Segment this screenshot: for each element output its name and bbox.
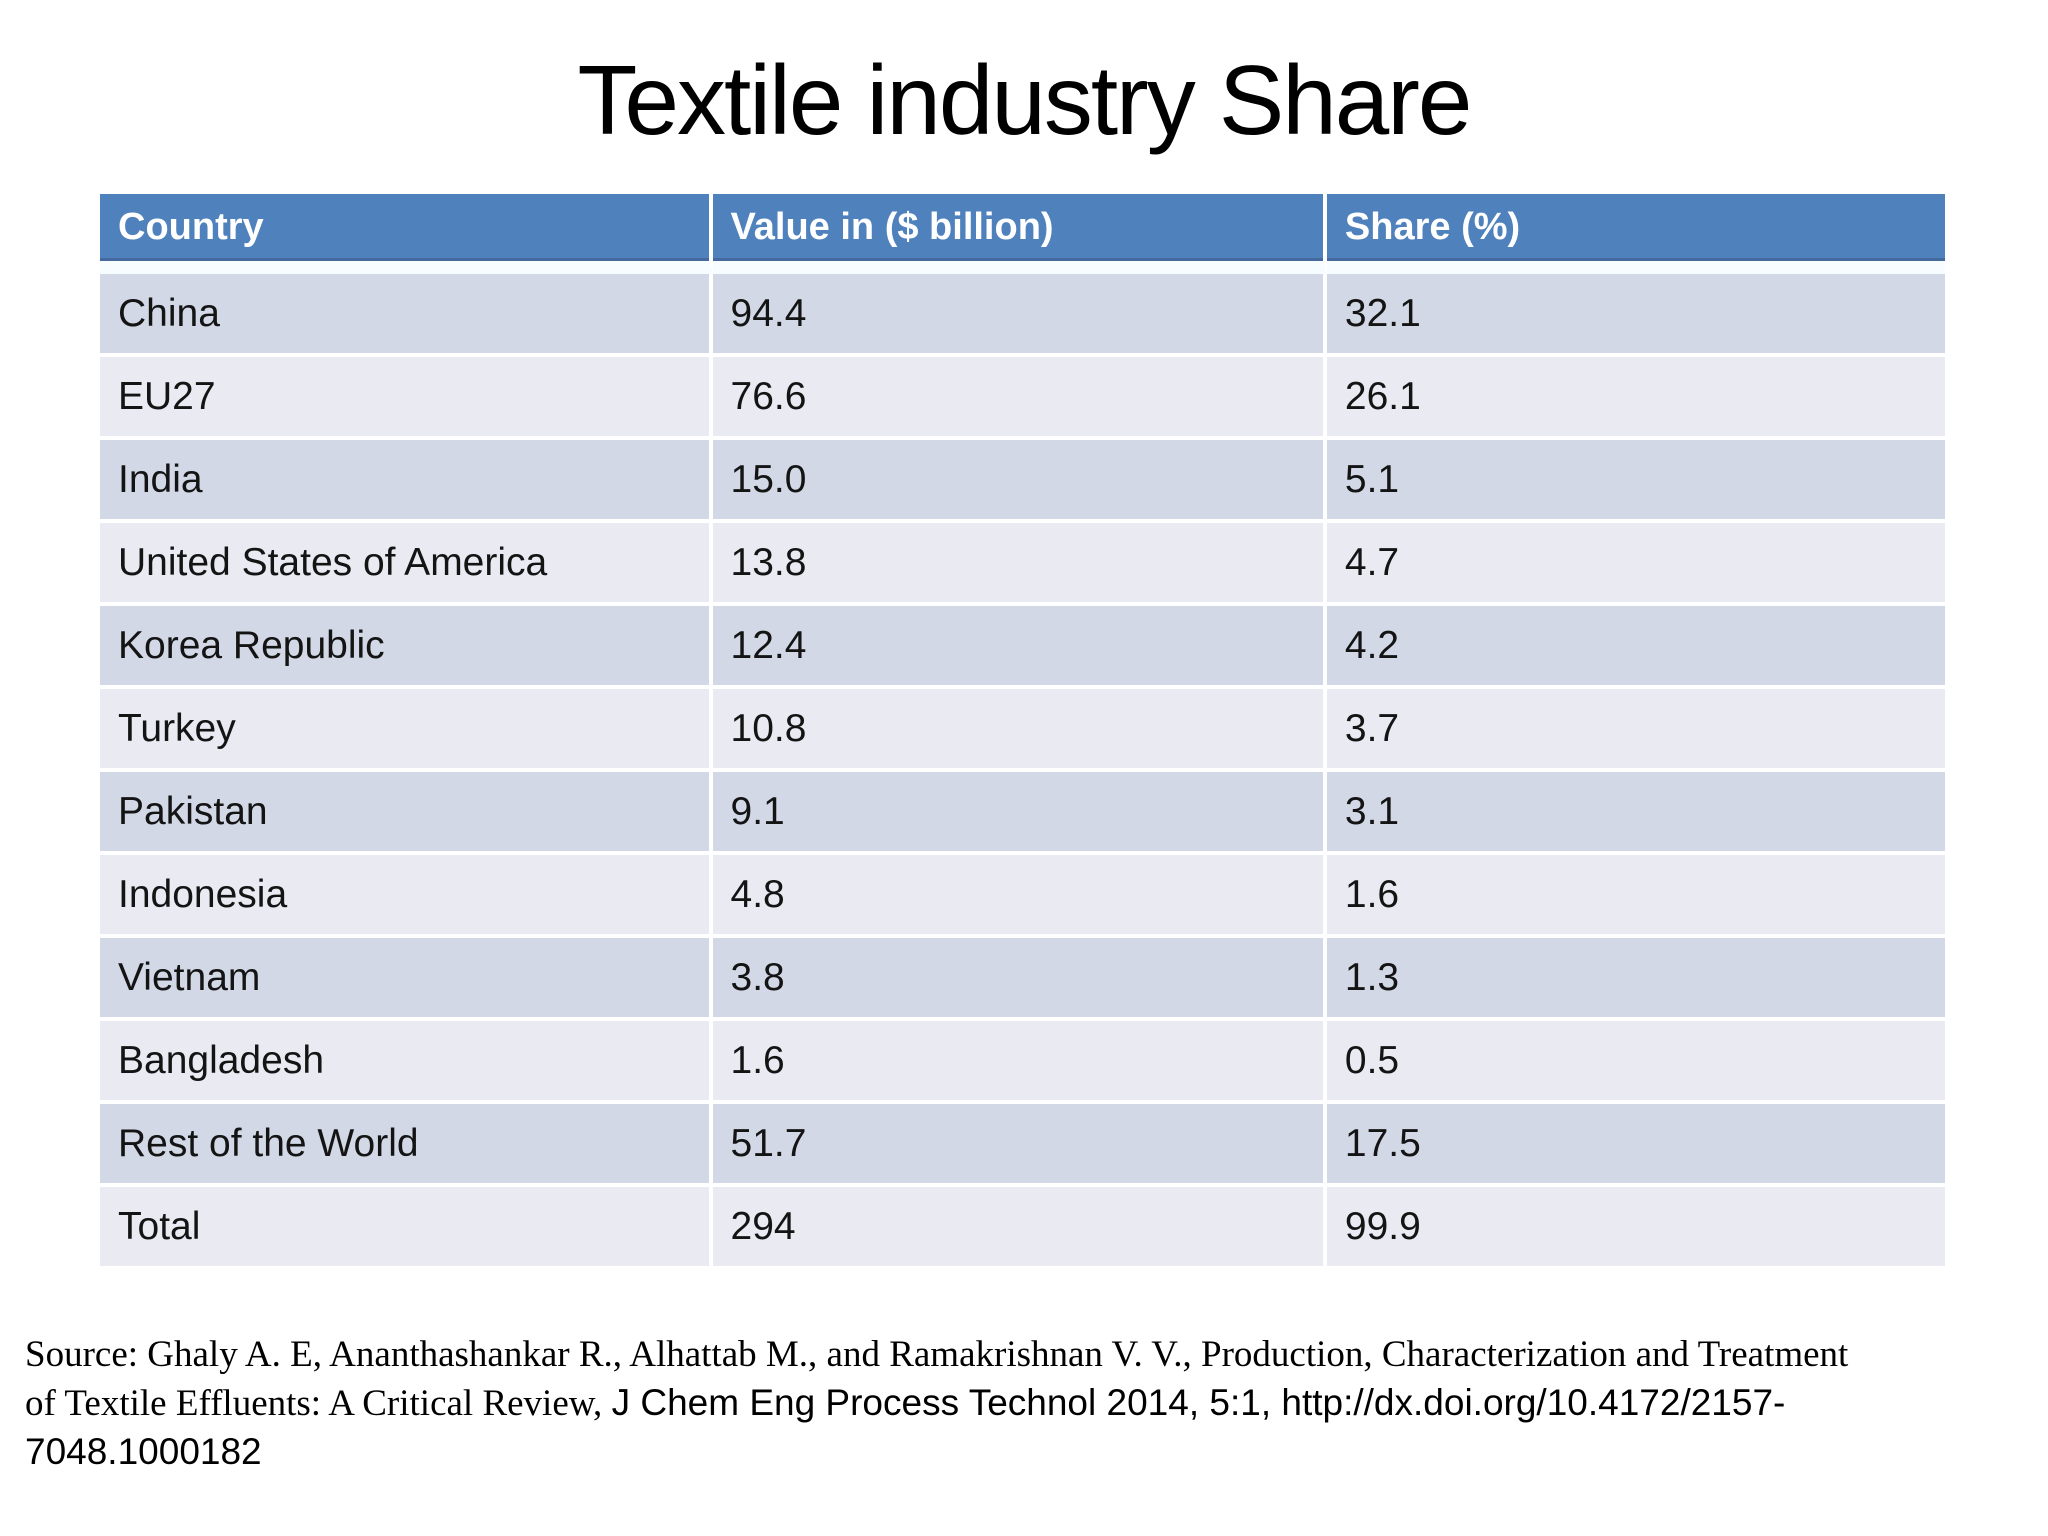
cell-share: 99.9 <box>1326 1187 1945 1270</box>
cell-country: Indonesia <box>100 855 713 938</box>
cell-country: China <box>100 274 713 357</box>
table-row: Rest of the World 51.7 17.5 <box>100 1104 1945 1187</box>
cell-share: 1.6 <box>1326 855 1945 938</box>
table-row: EU27 76.6 26.1 <box>100 357 1945 440</box>
cell-share: 3.1 <box>1326 772 1945 855</box>
cell-share: 1.3 <box>1326 938 1945 1021</box>
cell-share: 4.7 <box>1326 523 1945 606</box>
cell-share: 0.5 <box>1326 1021 1945 1104</box>
column-header-value: Value in ($ billion) <box>712 194 1327 274</box>
cell-value: 51.7 <box>712 1104 1327 1187</box>
cell-value: 76.6 <box>712 357 1327 440</box>
cell-country: United States of America <box>100 523 713 606</box>
cell-value: 10.8 <box>712 689 1327 772</box>
column-header-country: Country <box>100 194 713 274</box>
cell-value: 13.8 <box>712 523 1327 606</box>
cell-share: 32.1 <box>1326 274 1945 357</box>
cell-share: 17.5 <box>1326 1104 1945 1187</box>
cell-value: 9.1 <box>712 772 1327 855</box>
table-row: Turkey 10.8 3.7 <box>100 689 1945 772</box>
table-row: Pakistan 9.1 3.1 <box>100 772 1945 855</box>
cell-country: Total <box>100 1187 713 1270</box>
source-citation: Source: Ghaly A. E, Ananthashankar R., A… <box>25 1330 2025 1476</box>
cell-value: 3.8 <box>712 938 1327 1021</box>
column-header-share: Share (%) <box>1326 194 1945 274</box>
cell-country: Vietnam <box>100 938 713 1021</box>
source-line-2: of Textile Effluents: A Critical Review,… <box>25 1382 1786 1424</box>
table-row: Korea Republic 12.4 4.2 <box>100 606 1945 689</box>
cell-value: 4.8 <box>712 855 1327 938</box>
table-row: Vietnam 3.8 1.3 <box>100 938 1945 1021</box>
cell-country: Pakistan <box>100 772 713 855</box>
cell-value: 12.4 <box>712 606 1327 689</box>
cell-value: 294 <box>712 1187 1327 1270</box>
table-row: Indonesia 4.8 1.6 <box>100 855 1945 938</box>
cell-share: 26.1 <box>1326 357 1945 440</box>
source-line-1: Source: Ghaly A. E, Ananthashankar R., A… <box>25 1334 1849 1375</box>
cell-share: 5.1 <box>1326 440 1945 523</box>
cell-value: 15.0 <box>712 440 1327 523</box>
cell-country: EU27 <box>100 357 713 440</box>
table-row: China 94.4 32.1 <box>100 274 1945 357</box>
cell-share: 4.2 <box>1326 606 1945 689</box>
source-line-3: 7048.1000182 <box>25 1431 262 1472</box>
cell-country: Turkey <box>100 689 713 772</box>
table-row: Bangladesh 1.6 0.5 <box>100 1021 1945 1104</box>
cell-value: 94.4 <box>712 274 1327 357</box>
textile-share-table: Country Value in ($ billion) Share (%) C… <box>100 194 1945 1270</box>
cell-country: India <box>100 440 713 523</box>
page-title: Textile industry Share <box>577 45 1473 155</box>
cell-country: Rest of the World <box>100 1104 713 1187</box>
cell-value: 1.6 <box>712 1021 1327 1104</box>
table-row-total: Total 294 99.9 <box>100 1187 1945 1270</box>
table-header-row: Country Value in ($ billion) Share (%) <box>100 194 1945 274</box>
cell-share: 3.7 <box>1326 689 1945 772</box>
table-row: United States of America 13.8 4.7 <box>100 523 1945 606</box>
cell-country: Bangladesh <box>100 1021 713 1104</box>
table-row: India 15.0 5.1 <box>100 440 1945 523</box>
cell-country: Korea Republic <box>100 606 713 689</box>
